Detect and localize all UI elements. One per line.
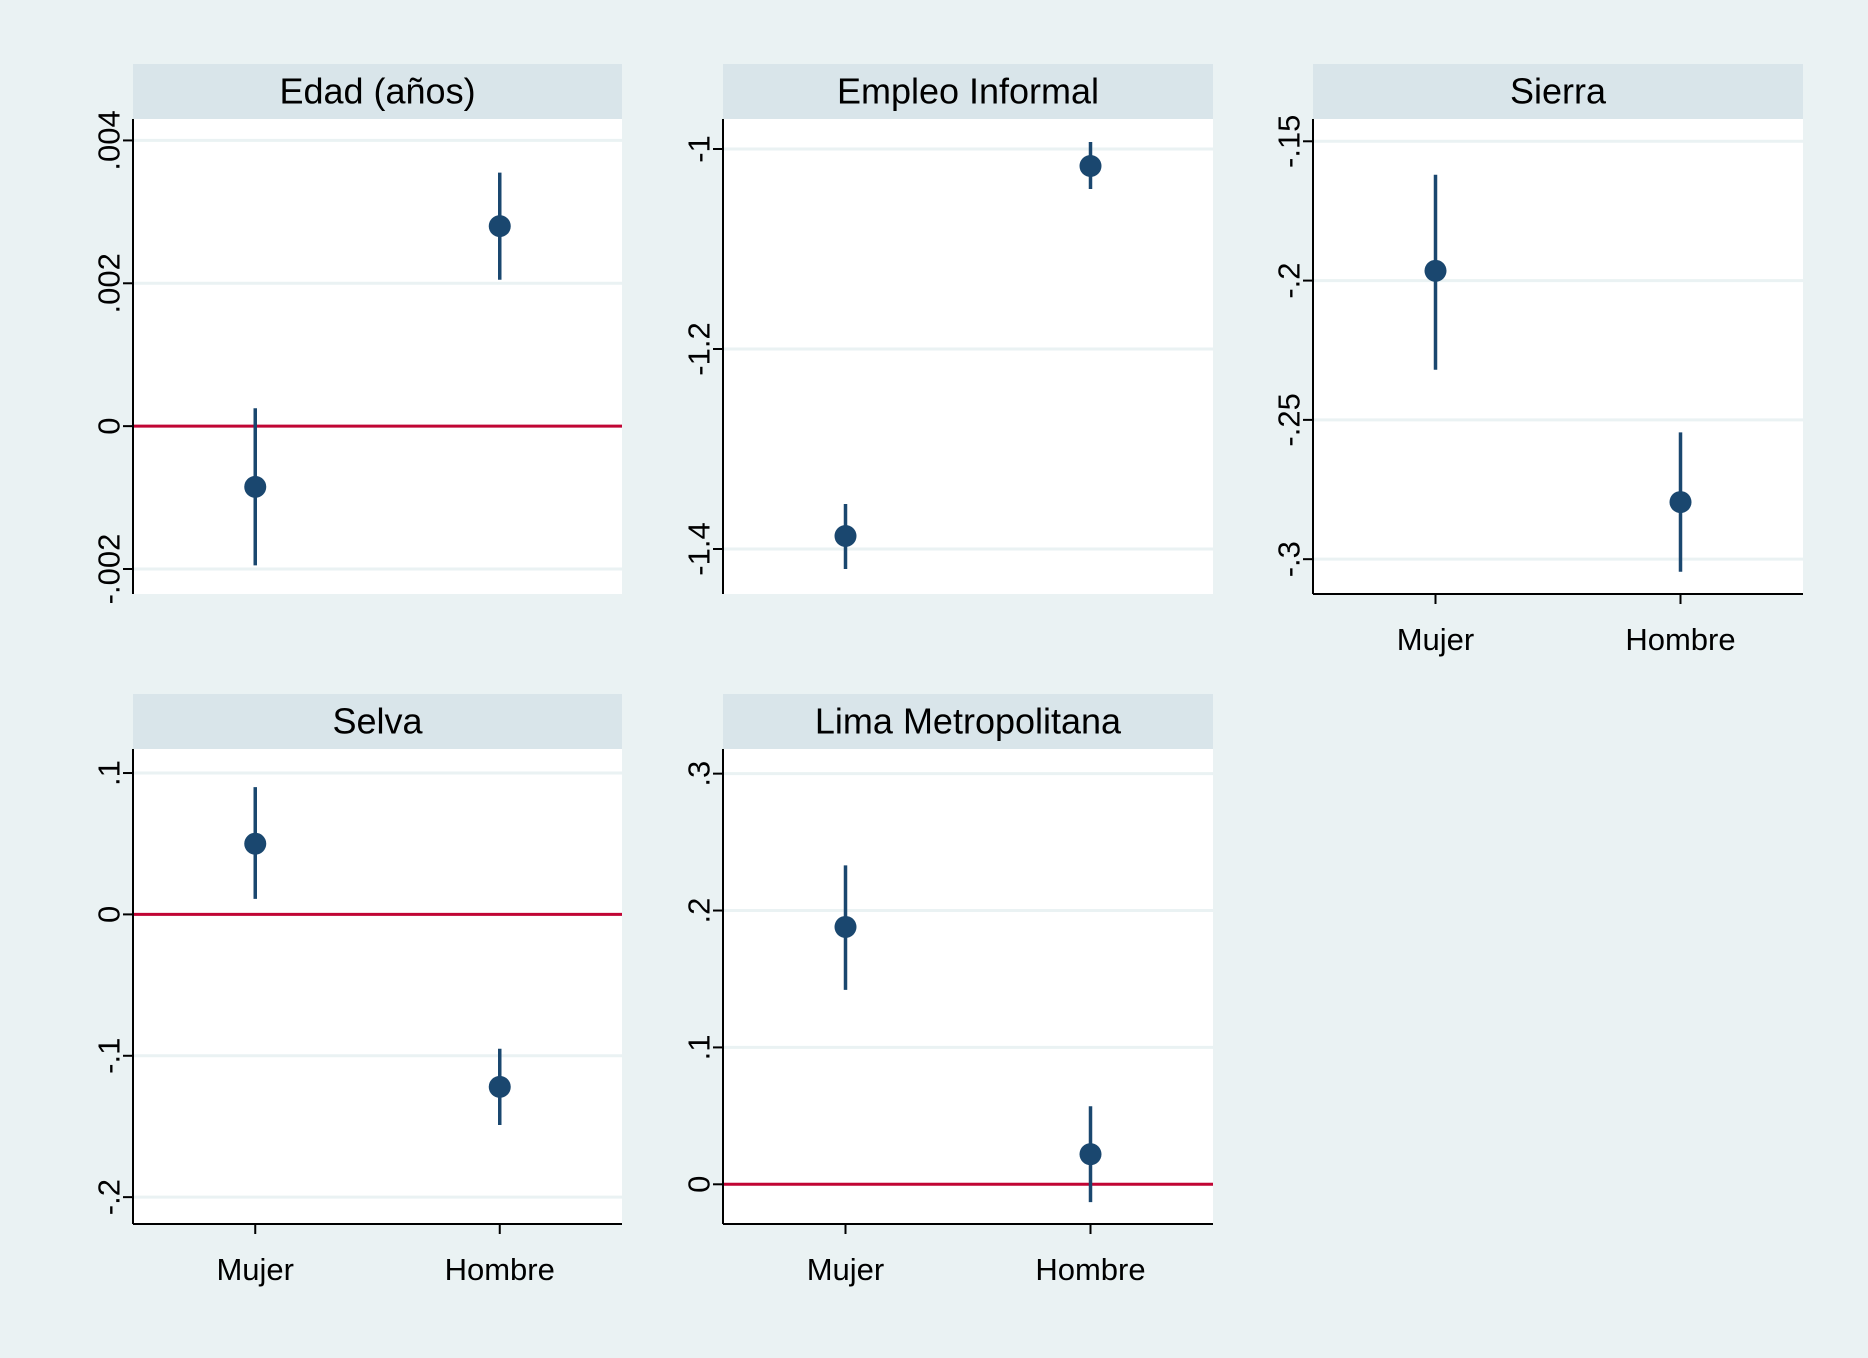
point-hombre xyxy=(1079,1143,1102,1166)
panel-2: Empleo Informal -1.4 -1.2 -1 xyxy=(682,64,1213,594)
panel-title: Sierra xyxy=(1510,71,1607,112)
x-tick-label: Mujer xyxy=(1397,622,1475,657)
y-tick-label: .1 xyxy=(682,1034,717,1060)
point-hombre xyxy=(1669,491,1692,514)
panel-title: Empleo Informal xyxy=(837,71,1099,112)
point-mujer xyxy=(244,832,267,855)
plot-area xyxy=(133,119,622,594)
x-tick-label: Hombre xyxy=(445,1252,555,1287)
panel-4: Selva -.2 -.1 0 .1 Mujer Hombre xyxy=(92,694,622,1287)
x-tick-label: Hombre xyxy=(1035,1252,1145,1287)
y-tick-label: -1 xyxy=(682,135,717,163)
y-tick-label: -.2 xyxy=(1272,262,1307,298)
y-tick-label: .3 xyxy=(682,761,717,787)
x-tick-label: Mujer xyxy=(807,1252,885,1287)
y-tick-label: -.15 xyxy=(1272,115,1307,168)
panel-5: Lima Metropolitana 0 .1 .2 .3 Mujer Hombre xyxy=(682,694,1213,1287)
plot-area xyxy=(723,119,1213,594)
plot-area xyxy=(1313,119,1803,594)
y-tick-label: 0 xyxy=(92,418,127,435)
panel-title: Selva xyxy=(332,701,423,742)
panel-title-band xyxy=(723,694,1213,749)
y-tick-label: 0 xyxy=(92,906,127,923)
panel-title-band xyxy=(133,694,622,749)
plot-area xyxy=(133,749,622,1224)
point-mujer xyxy=(834,525,857,547)
panel-title-band xyxy=(723,64,1213,119)
y-tick-label: -.002 xyxy=(92,534,127,605)
y-tick-label: -.1 xyxy=(92,1038,127,1074)
y-tick-label: -.2 xyxy=(92,1179,127,1215)
y-tick-label: .004 xyxy=(92,110,127,170)
panel-title: Lima Metropolitana xyxy=(815,701,1122,742)
point-mujer xyxy=(244,475,267,498)
y-tick-label: -1.4 xyxy=(682,522,717,575)
y-tick-label: -.3 xyxy=(1272,541,1307,577)
y-tick-label: -1.2 xyxy=(682,322,717,375)
y-tick-label: .1 xyxy=(92,760,127,786)
point-hombre xyxy=(488,1075,511,1098)
point-hombre xyxy=(1079,155,1102,177)
point-mujer xyxy=(834,915,857,938)
point-mujer xyxy=(1424,259,1447,282)
panel-title-band xyxy=(133,64,622,119)
y-tick-label: .002 xyxy=(92,253,127,313)
plot-area xyxy=(723,749,1213,1224)
y-tick-label: 0 xyxy=(682,1176,717,1193)
x-tick-label: Mujer xyxy=(216,1252,294,1287)
y-tick-label: -.25 xyxy=(1272,393,1307,446)
point-hombre xyxy=(488,215,511,238)
panel-title-band xyxy=(1313,64,1803,119)
panel-title: Edad (años) xyxy=(279,71,475,112)
panel-1: Edad (años) -.002 0 .002 .004 xyxy=(92,64,622,605)
y-tick-label: .2 xyxy=(682,898,717,924)
panel-3: Sierra -.3 -.25 -.2 -.15 Mujer Hombre xyxy=(1272,64,1803,657)
x-tick-label: Hombre xyxy=(1625,622,1735,657)
